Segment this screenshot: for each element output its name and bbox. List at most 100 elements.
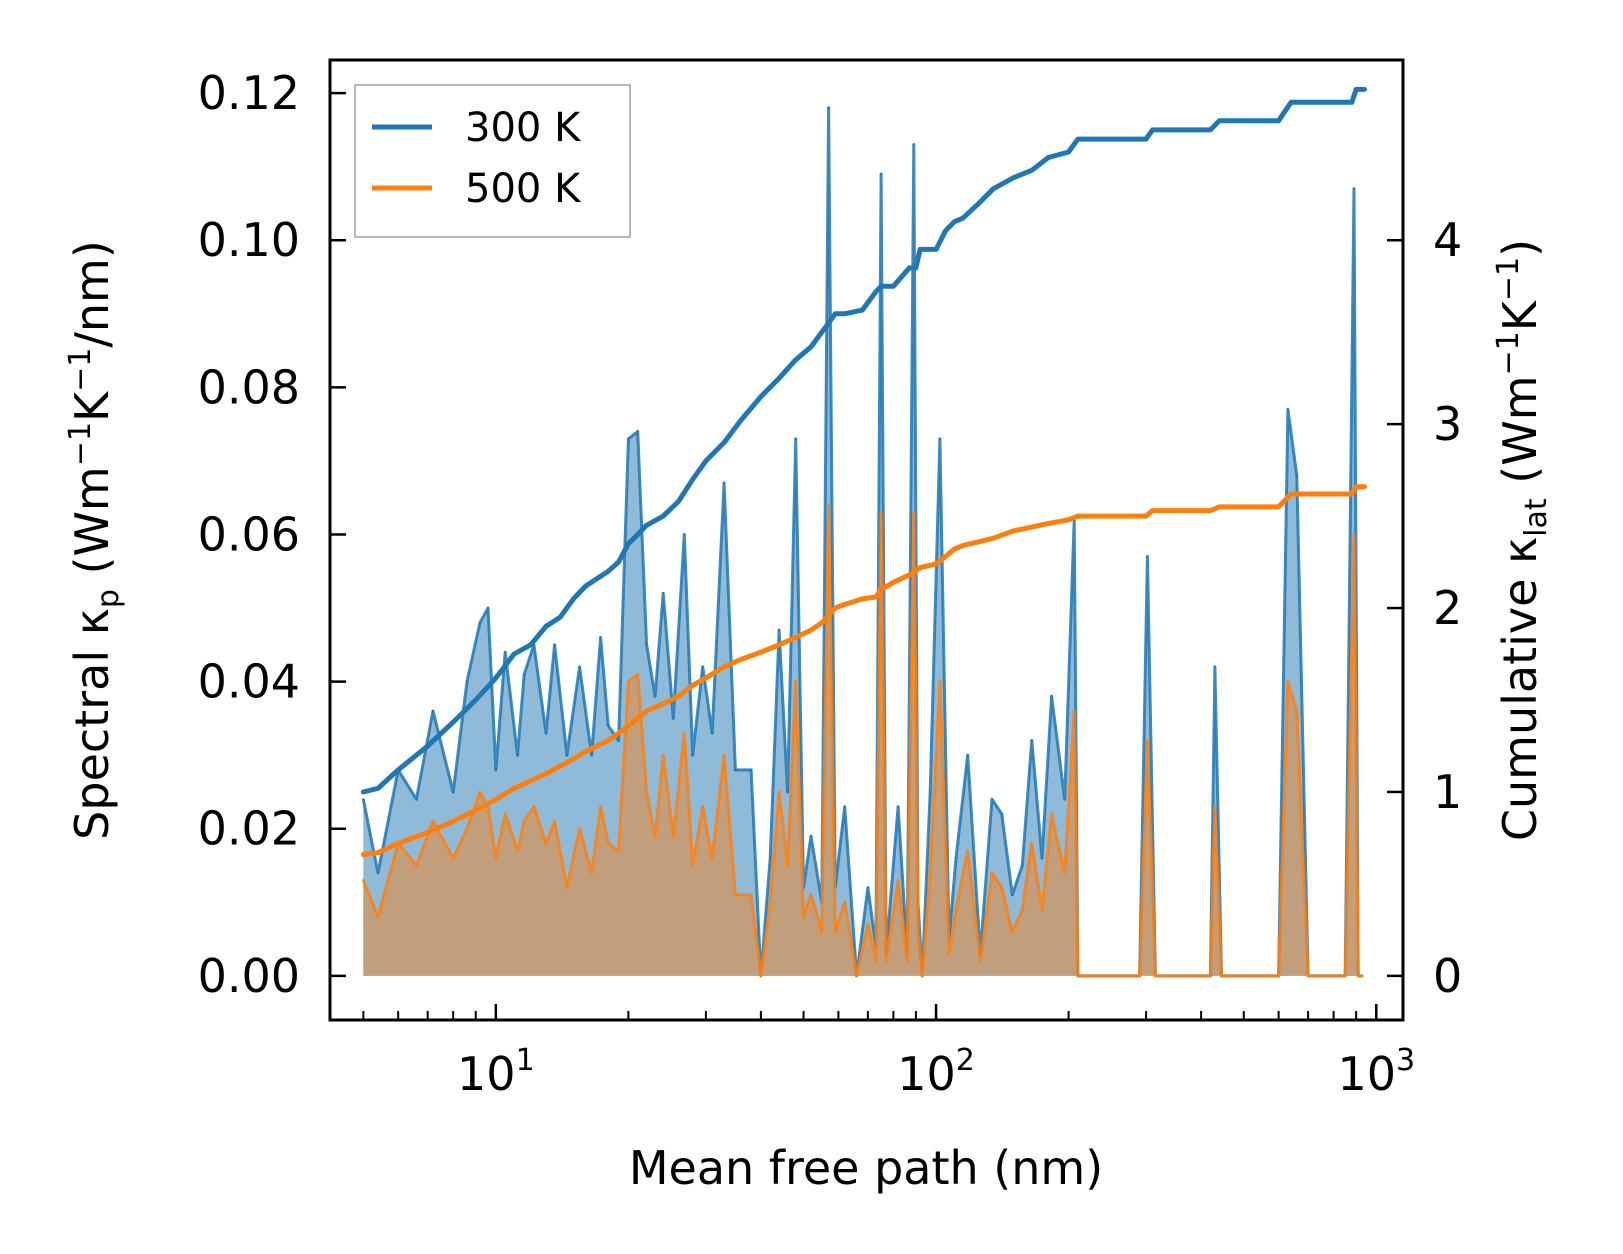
left-y-axis-ticks: 0.00 0.02 0.04 0.06 0.08 0.10 0.12 — [198, 66, 346, 1003]
spectral-point-300k — [1286, 408, 1290, 411]
spectral-point-300k — [486, 606, 490, 610]
spectral-point-300k — [879, 172, 883, 176]
spectral-point-500k — [516, 849, 519, 852]
spectral-point-500k — [786, 864, 789, 867]
spectral-point-500k — [1063, 871, 1066, 875]
cumulative-kappa-layer — [360, 86, 1367, 857]
spectral-point-500k — [627, 680, 630, 683]
legend-box — [354, 84, 631, 238]
left-y-tick-label: 0.04 — [198, 655, 300, 709]
spectral-point-500k — [929, 871, 932, 875]
spectral-point-300k — [683, 533, 686, 536]
spectral-point-300k — [362, 798, 365, 801]
spectral-point-300k — [544, 731, 548, 735]
spectral-point-300k — [415, 798, 418, 801]
spectral-point-500k — [653, 834, 657, 838]
spectral-point-500k — [617, 849, 620, 852]
spectral-point-300k — [734, 768, 737, 772]
spectral-point-300k — [578, 665, 581, 669]
spectral-point-300k — [504, 651, 507, 654]
spectral-point-500k — [843, 901, 846, 904]
spectral-point-300k — [966, 754, 969, 757]
right-y-tick-label: 4 — [1433, 213, 1462, 267]
spectral-point-300k — [1050, 695, 1053, 698]
spectral-point-300k — [645, 643, 648, 646]
spectral-point-500k — [672, 834, 675, 838]
spectral-point-300k — [777, 628, 781, 632]
spectral-point-500k — [1209, 974, 1212, 978]
spectral-point-300k — [929, 790, 932, 794]
spectral-point-500k — [532, 805, 536, 808]
right-y-tick-label: 1 — [1433, 765, 1462, 819]
spectral-point-500k — [565, 886, 569, 889]
plot-frame — [328, 58, 1405, 1022]
spectral-point-500k — [1277, 974, 1280, 978]
left-y-tick-label: 0.08 — [198, 360, 300, 414]
spectral-area-300k — [363, 107, 1363, 976]
spectral-point-500k — [1000, 886, 1003, 889]
spectral-point-300k — [866, 886, 870, 889]
spectral-point-500k — [884, 959, 888, 963]
spectral-point-500k — [1138, 974, 1141, 978]
spectral-point-300k — [769, 857, 772, 860]
left-y-tick-label: 0.10 — [198, 213, 300, 267]
spectral-point-300k — [553, 643, 556, 646]
spectral-point-500k — [711, 857, 714, 860]
spectral-point-500k — [1213, 805, 1217, 808]
spectral-point-500k — [734, 893, 737, 897]
spectral-point-300k — [1063, 798, 1066, 801]
spectral-point-500k — [1085, 974, 1089, 978]
right-y-tick-label: 0 — [1433, 949, 1462, 1003]
left-y-tick-label: 0.12 — [198, 66, 300, 120]
spectral-point-500k — [921, 974, 924, 978]
spectral-point-500k — [827, 503, 830, 507]
spectral-point-500k — [478, 790, 482, 794]
cumulative-line-300k — [360, 86, 1367, 795]
spectral-point-500k — [1040, 908, 1044, 911]
spectral-point-500k — [662, 754, 665, 757]
spectral-point-500k — [590, 871, 593, 875]
spectral-point-500k — [802, 915, 805, 919]
spectral-point-500k — [722, 754, 726, 757]
spectral-point-500k — [636, 673, 639, 676]
spectral-point-500k — [494, 857, 498, 860]
spectral-point-500k — [769, 901, 772, 904]
spectral-point-300k — [617, 739, 620, 742]
spectral-point-500k — [452, 857, 455, 860]
left-y-tick-label: 0.06 — [198, 507, 300, 561]
spectral-point-500k — [553, 820, 556, 823]
spectral-point-300k — [516, 754, 519, 757]
spectral-point-300k — [912, 143, 915, 146]
spectral-point-300k — [691, 754, 694, 757]
spectral-point-300k — [565, 754, 569, 757]
x-tick-label: 103 — [1337, 1043, 1415, 1101]
spectral-point-500k — [431, 820, 435, 823]
spectral-point-500k — [947, 952, 951, 955]
spectral-point-300k — [954, 857, 958, 860]
spectral-point-500k — [1021, 908, 1024, 911]
spectral-point-500k — [599, 805, 602, 808]
spectral-point-500k — [362, 879, 365, 882]
spectral-point-300k — [653, 695, 657, 698]
cumulative-line-500k — [360, 484, 1367, 857]
spectral-point-500k — [834, 930, 837, 933]
x-axis-ticks: 101 102 103 — [362, 1004, 1415, 1101]
spectral-point-300k — [990, 798, 994, 801]
spectral-point-500k — [1295, 709, 1299, 713]
spectral-point-300k — [1295, 474, 1299, 477]
spectral-point-500k — [938, 680, 942, 683]
spectral-point-300k — [465, 680, 469, 683]
left-y-tick-label: 0.00 — [198, 949, 300, 1003]
spectral-point-300k — [376, 871, 380, 875]
spectral-point-300k — [809, 834, 813, 838]
spectral-point-500k — [504, 812, 507, 816]
spectral-area-500k — [363, 505, 1363, 976]
right-y-tick-label: 3 — [1433, 397, 1462, 451]
spectral-point-300k — [494, 768, 498, 772]
spectral-point-300k — [590, 754, 593, 757]
spectral-point-300k — [896, 805, 900, 808]
spectral-point-300k — [478, 621, 482, 624]
spectral-point-500k — [866, 923, 870, 926]
spectral-point-500k — [966, 849, 969, 852]
